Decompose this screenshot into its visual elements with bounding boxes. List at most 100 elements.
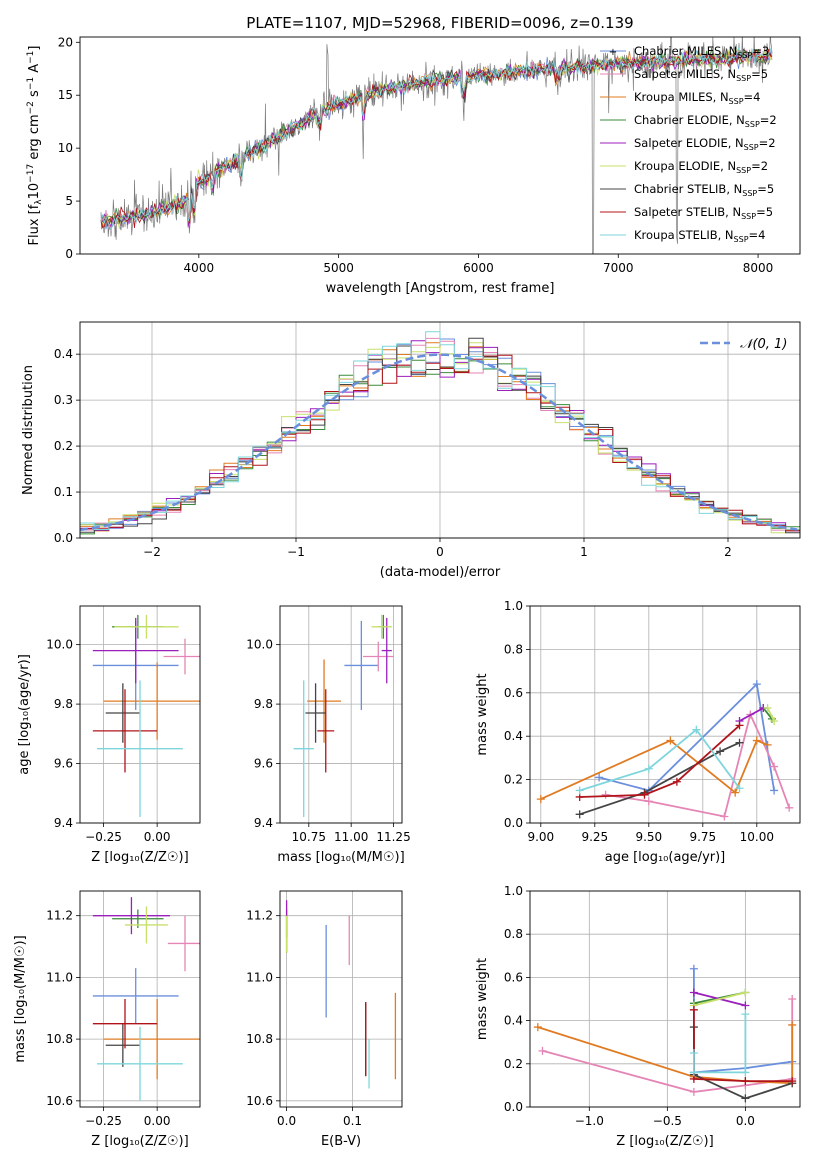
mass-vs-metallicity-panel: −0.25 0.00 10.6 10.8 11.0 11.2 Z [log₁₀(Z/Z☉)]…	[13, 890, 201, 1149]
weight-series-line	[537, 1024, 794, 1085]
x-tick-label: 9.50	[635, 830, 662, 844]
legend-entry-value: =3	[752, 44, 769, 58]
x-axis-label: Z [log₁₀(Z/Z☉)]	[91, 850, 188, 865]
y-tick-label: 9.6	[254, 757, 273, 771]
axes-frame	[279, 605, 403, 824]
y-tick-label: 11.0	[46, 970, 73, 984]
weight-marker	[689, 1068, 698, 1077]
legend-marker: +	[609, 47, 617, 58]
weight-series-line	[605, 711, 791, 818]
observed-spectrum-line	[100, 37, 773, 254]
weight-series-line	[762, 707, 773, 720]
x-tick-label: −0.25	[85, 1114, 122, 1128]
weight-series-line	[579, 741, 740, 816]
x-axis-label: mass [log₁₀(M/M☉)]	[277, 850, 404, 865]
legend-entry: Chabrier MILES, NSSP=3	[634, 44, 769, 60]
x-tick-label: −0.5	[653, 1114, 682, 1128]
y-tick-label: 0.6	[504, 970, 523, 984]
histogram-series	[80, 331, 800, 538]
y-tick-label: 0.4	[54, 347, 73, 361]
model-spectrum-line	[100, 48, 773, 229]
weight-marker	[644, 797, 653, 806]
weight-marker	[785, 803, 794, 812]
x-tick-label: 7000	[603, 261, 634, 275]
y-axis-label-part: 10	[27, 183, 42, 200]
y-axis-label: age [log₁₀(age/yr)]	[17, 654, 32, 775]
x-tick-label: 10.00	[740, 830, 774, 844]
y-tick-label: 9.6	[54, 757, 73, 771]
weight-marker	[644, 764, 653, 773]
axes-frame	[529, 605, 801, 824]
y-tick-label: 10.0	[46, 638, 73, 652]
weight-marker	[788, 1020, 797, 1029]
model-spectrum-line	[100, 46, 773, 232]
x-axis-label: Z [log₁₀(Z/Z☉)]	[616, 1134, 713, 1149]
y-tick-label: 10	[58, 141, 73, 155]
axes-frame	[529, 890, 801, 1108]
weight-marker	[536, 795, 545, 804]
legend-entry-text: Kroupa ELODIE, N	[634, 159, 736, 173]
weight-marker	[741, 1077, 750, 1086]
weight-marker	[689, 988, 698, 997]
y-tick-label: 9.4	[254, 816, 273, 830]
weight-marker	[689, 1049, 698, 1057]
weight-series-line	[693, 991, 746, 1007]
weight-marker	[752, 736, 761, 745]
y-tick-label: 0.8	[504, 642, 523, 656]
weight-series-line	[579, 724, 741, 798]
legend-entry-subscript: SSP	[744, 143, 759, 152]
y-tick-label: 9.8	[54, 697, 73, 711]
y-tick-label: 0.6	[504, 686, 523, 700]
legend-entry-text: Salpeter MILES, N	[634, 67, 736, 81]
weight-marker	[788, 995, 797, 1003]
y-axis-label-part: −1	[26, 77, 36, 90]
y-tick-label: 11.2	[46, 909, 73, 923]
legend-entry: Chabrier STELIB, NSSP=5	[634, 182, 774, 198]
weight-marker	[731, 788, 740, 797]
weight-marker	[575, 786, 584, 795]
y-axis-label: Normed distribution	[21, 365, 36, 495]
legend-entry-value: =4	[749, 228, 766, 242]
legend-entry-text: Kroupa STELIB, N	[634, 228, 734, 242]
y-tick-label: 0.2	[54, 439, 73, 453]
y-tick-label: 0.4	[504, 1014, 523, 1028]
y-axis-label: Flux [fλ10−17 erg cm−2 s−1 A−1]	[26, 46, 44, 246]
weight-marker	[689, 1005, 698, 1014]
y-tick-label: 10.8	[46, 1032, 73, 1046]
legend-entry-text: Salpeter ELODIE, N	[634, 136, 744, 150]
y-tick-label: 10.0	[246, 638, 273, 652]
x-tick-label: 9.75	[689, 830, 716, 844]
x-axis-label: age [log₁₀(age/yr)]	[605, 850, 726, 865]
weight-series-line	[693, 1014, 747, 1074]
legend-entry-text: Chabrier MILES, N	[634, 44, 737, 58]
legend-entry-value: =5	[756, 205, 773, 219]
y-axis-label-part: λ	[34, 199, 44, 205]
legend-entry: Salpeter ELODIE, NSSP=2	[634, 136, 776, 152]
weight-marker	[595, 773, 604, 782]
legend-entry-text: Chabrier ELODIE, N	[634, 113, 745, 127]
axes-frame	[79, 321, 801, 539]
y-tick-label: 9.8	[254, 697, 273, 711]
y-tick-label: 0.2	[504, 773, 523, 787]
axes-frame	[279, 890, 403, 1108]
x-tick-label: 2	[724, 545, 732, 559]
residuals-histogram-panel: −2 −1 0 1 2 0.0 0.1 0.2 0.3 0.4 (data-model)/error…	[21, 321, 801, 580]
y-tick-label: 10.6	[246, 1094, 273, 1108]
weight-marker	[741, 1068, 750, 1077]
x-tick-label: 9.00	[527, 830, 554, 844]
legend-entry-subscript: SSP	[736, 74, 751, 83]
y-axis-label-part: erg cm	[27, 114, 42, 163]
legend-entry: Kroupa MILES, NSSP=4	[634, 90, 760, 106]
x-tick-label: 0.00	[144, 1114, 171, 1128]
legend-entry-subscript: SSP	[745, 120, 760, 129]
x-tick-label: −1	[287, 545, 305, 559]
y-tick-label: 0.8	[504, 927, 523, 941]
x-axis-label: Z [log₁₀(Z/Z☉)]	[91, 1134, 188, 1149]
x-tick-label: 11.25	[376, 830, 410, 844]
x-tick-label: −1.0	[575, 1114, 604, 1128]
weight-marker	[735, 721, 744, 730]
y-axis-label: mass weight	[475, 958, 490, 1040]
y-tick-label: 1.0	[504, 884, 523, 898]
age-vs-metallicity-panel: −0.25 0.00 9.4 9.6 9.8 10.0 Z [log₁₀(Z/Z☉)] age…	[17, 605, 201, 865]
